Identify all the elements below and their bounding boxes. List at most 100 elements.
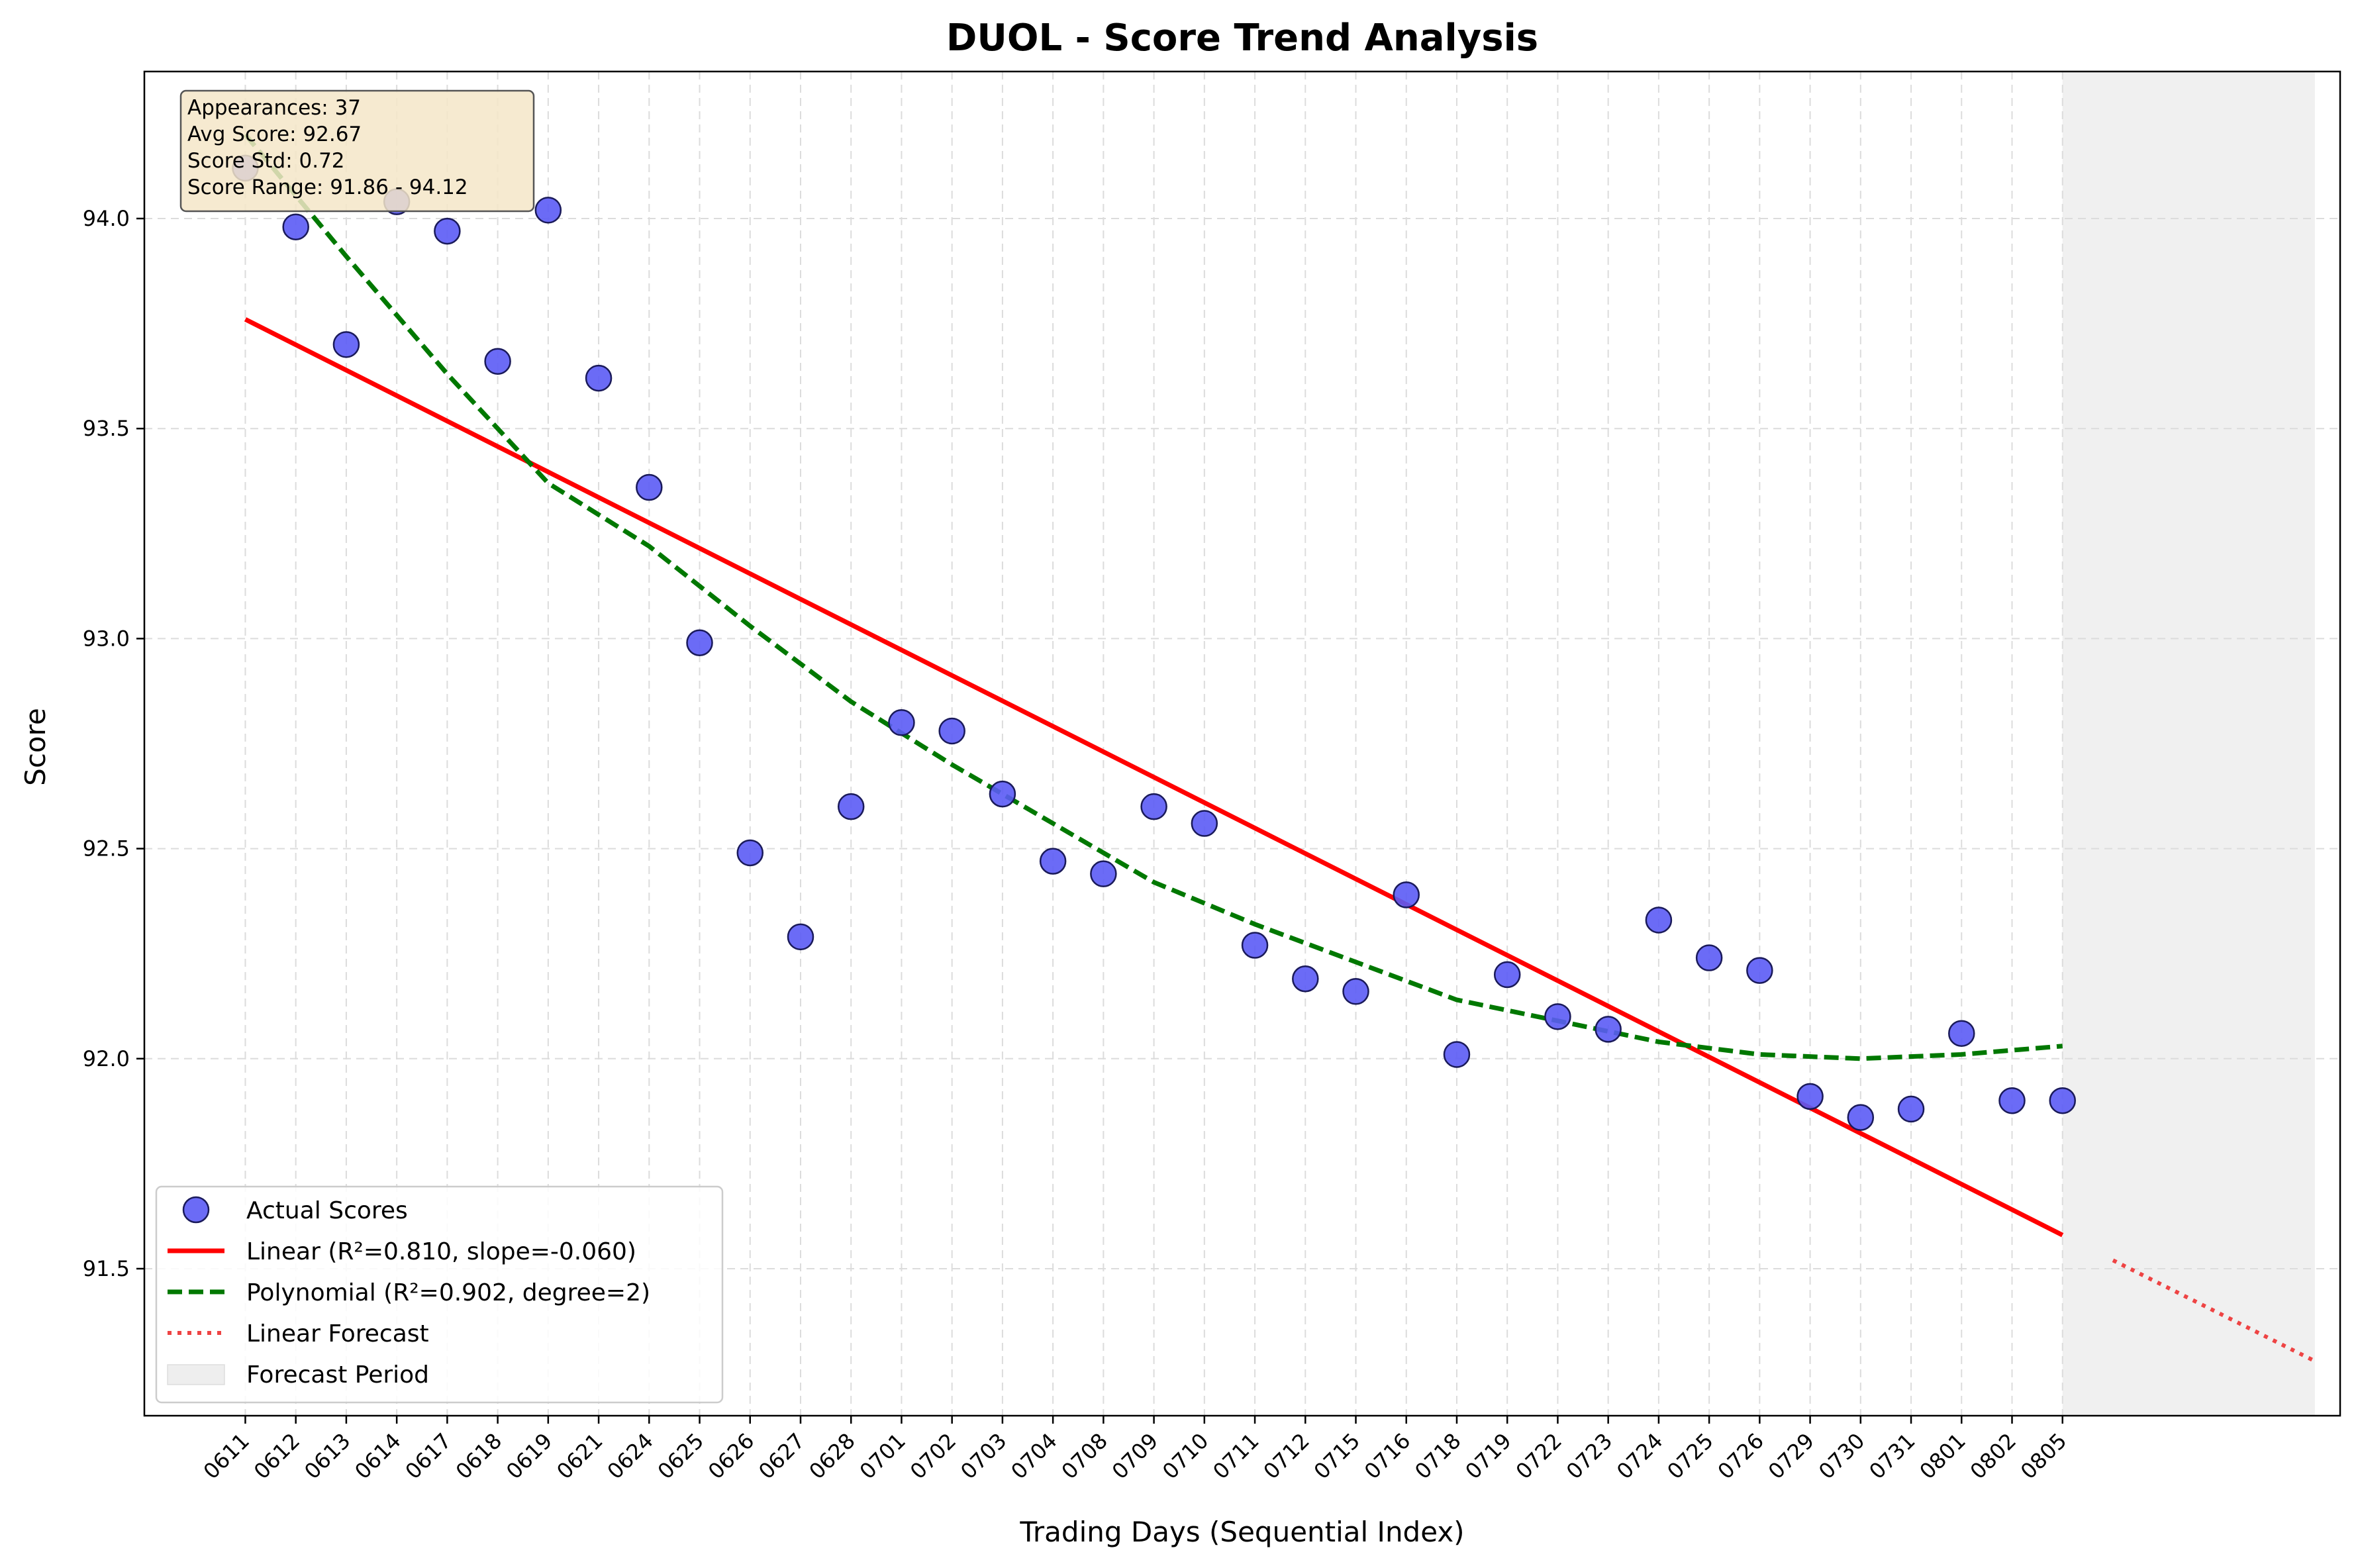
- x-tick-label: 0627: [754, 1428, 809, 1484]
- x-tick-label: 0801: [1914, 1428, 1970, 1484]
- score-point: [787, 923, 814, 951]
- x-tick-label: 0702: [905, 1428, 961, 1484]
- score-point: [837, 793, 865, 820]
- stats-appearances: Appearances: 37: [187, 96, 361, 120]
- x-tick-label: 0612: [249, 1428, 305, 1484]
- score-point: [585, 364, 613, 392]
- legend-label-linear: Linear (R²=0.810, slope=-0.060): [246, 1238, 636, 1265]
- x-tick-label: 0719: [1460, 1428, 1516, 1484]
- x-tick-label: 0626: [703, 1428, 759, 1484]
- score-point: [484, 348, 511, 375]
- score-point: [1897, 1095, 1925, 1123]
- x-tick-label: 0711: [1208, 1428, 1263, 1484]
- score-point: [636, 473, 663, 501]
- score-point: [938, 717, 965, 745]
- score-point: [1746, 957, 1773, 984]
- y-tick-label: 93.5: [83, 416, 130, 441]
- x-tick-label: 0625: [653, 1428, 709, 1484]
- score-point: [989, 780, 1016, 808]
- x-tick-label: 0611: [199, 1428, 254, 1484]
- x-tick-label: 0621: [552, 1428, 607, 1484]
- score-point: [1140, 793, 1167, 820]
- x-tick-label: 0805: [2016, 1428, 2071, 1484]
- legend-label-actual-scores: Actual Scores: [246, 1197, 408, 1224]
- x-tick-label: 0729: [1763, 1428, 1819, 1484]
- score-point: [1695, 944, 1723, 971]
- x-tick-label: 0802: [1965, 1428, 2021, 1484]
- score-point: [1393, 881, 1420, 908]
- score-point: [1039, 848, 1067, 875]
- x-tick-label: 0618: [451, 1428, 507, 1484]
- x-tick-label: 0624: [603, 1428, 658, 1484]
- stats-score-range: Score Range: 91.86 - 94.12: [187, 175, 468, 199]
- score-point: [282, 213, 309, 240]
- y-axis-title: Score: [19, 708, 52, 786]
- score-point: [1544, 1003, 1571, 1030]
- x-tick-label: 0726: [1713, 1428, 1769, 1484]
- y-tick-label: 92.0: [83, 1046, 130, 1071]
- plot-frame: [143, 70, 2341, 1417]
- score-point: [434, 217, 461, 245]
- legend-label-polynomial: Polynomial (R²=0.902, degree=2): [246, 1279, 650, 1306]
- chart-title: DUOL - Score Trend Analysis: [946, 17, 1538, 60]
- y-tick-label: 94.0: [83, 206, 130, 231]
- x-tick-label: 0718: [1410, 1428, 1465, 1484]
- x-tick-label: 0725: [1662, 1428, 1718, 1484]
- stats-score-std: Score Std: 0.72: [187, 149, 345, 173]
- x-tick-label: 0710: [1157, 1428, 1213, 1484]
- polynomial-trend-line: [243, 132, 2063, 1061]
- score-point: [1191, 810, 1218, 837]
- x-tick-label: 0730: [1814, 1428, 1869, 1484]
- linear-trend-line: [244, 317, 2064, 1238]
- x-tick-label: 0723: [1561, 1428, 1617, 1484]
- stats-box: Appearances: 37 Avg Score: 92.67 Score S…: [179, 89, 535, 213]
- linear-forecast-line: [2112, 1258, 2316, 1363]
- x-tick-label: 0715: [1309, 1428, 1365, 1484]
- x-tick-label: 0722: [1511, 1428, 1567, 1484]
- x-tick-label: 0617: [401, 1428, 456, 1484]
- x-tick-label: 0614: [350, 1428, 405, 1484]
- x-tick-label: 0704: [1006, 1428, 1061, 1484]
- x-tick-label: 0613: [299, 1428, 355, 1484]
- score-point: [1595, 1016, 1622, 1043]
- score-point: [1090, 860, 1117, 887]
- score-point: [1241, 932, 1269, 959]
- legend-marker-actual-scores: [182, 1196, 210, 1224]
- score-point: [2049, 1087, 2076, 1114]
- x-tick-label: 0709: [1107, 1428, 1163, 1484]
- forecast-period-region: [2062, 72, 2315, 1416]
- stats-avg-score: Avg Score: 92.67: [187, 122, 362, 146]
- score-point: [1948, 1020, 1975, 1047]
- score-point: [1342, 978, 1369, 1005]
- y-tick-label: 92.5: [83, 836, 130, 861]
- x-tick-label: 0731: [1864, 1428, 1920, 1484]
- score-point: [534, 197, 562, 224]
- x-tick-label: 0716: [1359, 1428, 1415, 1484]
- score-point: [686, 629, 713, 656]
- x-tick-label: 0619: [501, 1428, 557, 1484]
- x-axis-title: Trading Days (Sequential Index): [1019, 1516, 1464, 1548]
- score-point: [1443, 1041, 1471, 1068]
- legend-label-linear-forecast: Linear Forecast: [246, 1320, 429, 1348]
- x-tick-label: 0724: [1612, 1428, 1667, 1484]
- legend-box: [155, 1185, 724, 1404]
- score-point: [1493, 961, 1521, 989]
- score-point: [332, 331, 360, 358]
- score-point: [1847, 1104, 1875, 1131]
- legend-label-forecast-period: Forecast Period: [246, 1361, 429, 1389]
- x-tick-label: 0703: [956, 1428, 1011, 1484]
- legend-marker-forecast-period: [167, 1364, 225, 1385]
- x-tick-label: 0708: [1057, 1428, 1112, 1484]
- legend: Actual Scores Linear (R²=0.810, slope=-0…: [155, 1185, 724, 1404]
- y-tick-label: 91.5: [83, 1256, 130, 1281]
- score-point: [736, 839, 764, 867]
- score-point: [1292, 965, 1319, 993]
- x-tick-label: 0628: [804, 1428, 860, 1484]
- score-point: [1796, 1083, 1824, 1110]
- stats-box-background: [179, 89, 535, 213]
- y-tick-label: 93.0: [83, 626, 130, 651]
- score-point: [1998, 1087, 2026, 1114]
- x-tick-label: 0701: [855, 1428, 910, 1484]
- score-point: [888, 709, 915, 736]
